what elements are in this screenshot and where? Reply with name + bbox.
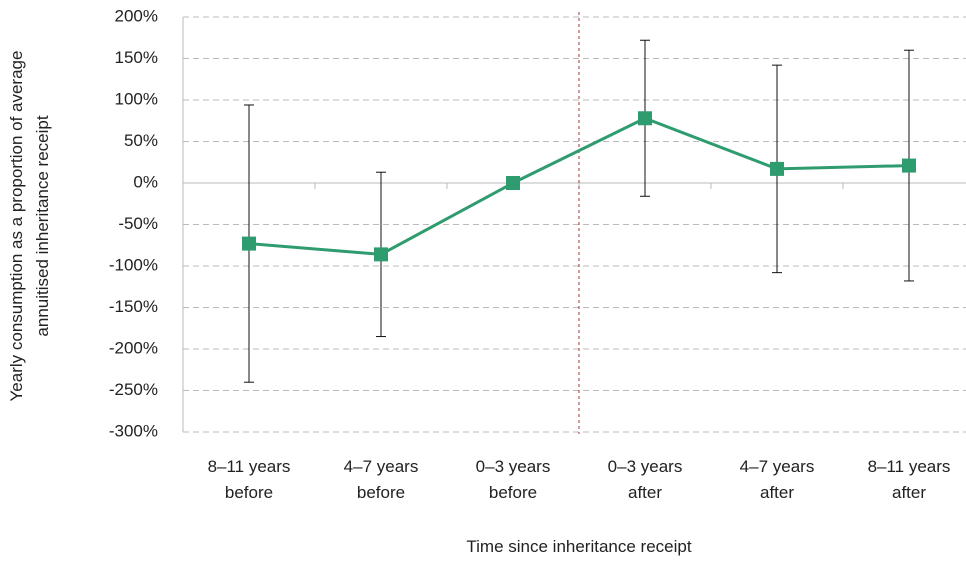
marker bbox=[770, 161, 784, 176]
x-tick-label: 4–7 years after bbox=[739, 457, 815, 502]
y-tick-label: -50% bbox=[118, 214, 158, 233]
line bbox=[248, 116, 910, 256]
x-axis-label: Time since inheritance receipt bbox=[466, 537, 692, 556]
x-tick-label: 8–11 years after bbox=[867, 457, 951, 502]
y-axis-label: Yearly consumption as a proportion of av… bbox=[7, 50, 52, 402]
y-tick-label: -250% bbox=[109, 380, 158, 399]
y-tick-label: 100% bbox=[115, 89, 158, 108]
y-tick-label: 150% bbox=[115, 48, 158, 67]
marker bbox=[638, 111, 652, 126]
marker bbox=[902, 158, 916, 173]
y-tick-label: 0% bbox=[133, 172, 158, 191]
x-tick-label: 8–11 years before bbox=[207, 457, 291, 502]
x-tick-label: 0–3 years before bbox=[475, 457, 551, 502]
marker bbox=[374, 247, 388, 262]
y-tick-label: -150% bbox=[109, 297, 158, 316]
x-tick-label: 4–7 years before bbox=[343, 457, 419, 502]
y-tick-label: -200% bbox=[109, 338, 158, 357]
marker bbox=[506, 176, 520, 190]
y-tick-label: 50% bbox=[124, 131, 158, 150]
y-tick-label: -300% bbox=[109, 421, 158, 440]
x-tick-label: 0–3 years after bbox=[607, 457, 683, 502]
y-tick-label: -100% bbox=[109, 255, 158, 274]
marker bbox=[242, 236, 256, 251]
y-tick-label: 200% bbox=[115, 6, 158, 25]
